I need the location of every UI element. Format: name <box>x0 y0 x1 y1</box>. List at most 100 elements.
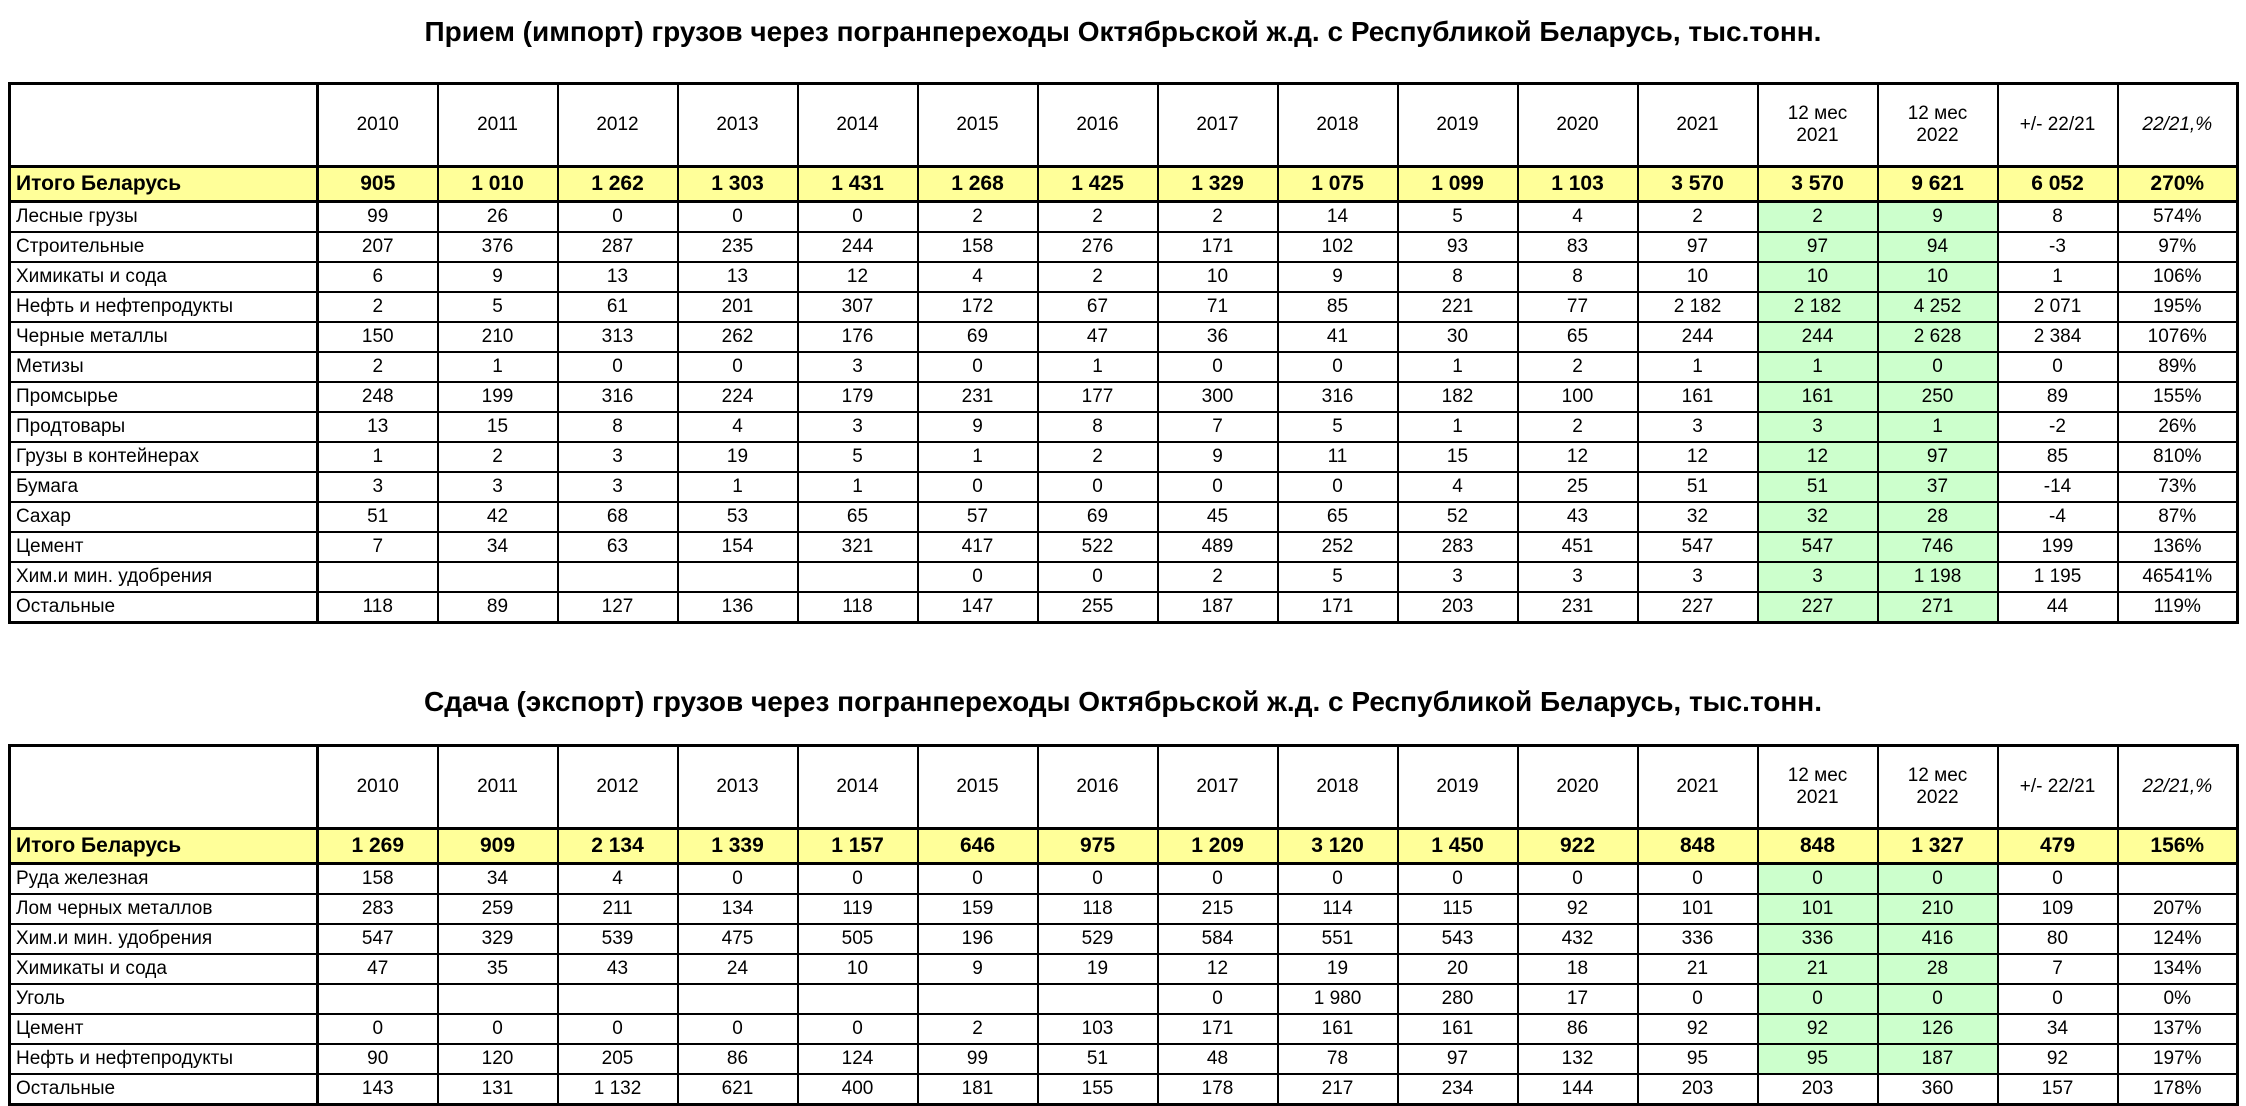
cell: 416 <box>1876 923 1999 955</box>
cell: 90 <box>316 1043 439 1075</box>
cell: 3 <box>1756 561 1879 593</box>
total-row: Итого Беларусь 1 269 909 2 134 1 339 1 157 646… <box>8 827 2239 865</box>
cell: 329 <box>436 923 559 955</box>
cell: 250 <box>1876 381 1999 413</box>
cell: 80 <box>1996 923 2119 955</box>
table-row: Метизы 2 1 0 0 3 0 1 0 0 1 2 1 1 0 0 89% <box>8 351 2239 383</box>
cell: 201 <box>676 291 799 323</box>
cell: 2 <box>916 1013 1039 1045</box>
cell: 0 <box>1276 351 1399 383</box>
cell: 210 <box>436 321 559 353</box>
cell: 69 <box>916 321 1039 353</box>
cell: 3 <box>436 471 559 503</box>
cell: 0 <box>1996 862 2119 895</box>
cell: 909 <box>436 827 559 865</box>
cell: 307 <box>796 291 919 323</box>
row-label: Грузы в контейнерах <box>8 441 319 473</box>
column-header: 2015 <box>916 744 1039 830</box>
cell: 83 <box>1516 231 1639 263</box>
column-header: 2021 <box>1636 82 1759 168</box>
cell: 5 <box>1276 561 1399 593</box>
column-header: 2011 <box>436 744 559 830</box>
cell: 922 <box>1516 827 1639 865</box>
cell <box>676 983 799 1015</box>
row-label: Хим.и мин. удобрения <box>8 561 319 593</box>
cell <box>436 983 559 1015</box>
column-header: 2014 <box>796 744 919 830</box>
row-label: Хим.и мин. удобрения <box>8 923 319 955</box>
cell: 1 269 <box>316 827 439 865</box>
cell: 10 <box>1876 261 1999 293</box>
cell: 32 <box>1756 501 1879 533</box>
cell: 118 <box>796 591 919 624</box>
cell: 21 <box>1756 953 1879 985</box>
cell: 224 <box>676 381 799 413</box>
row-label: Руда железная <box>8 862 319 895</box>
cell: 6 <box>316 261 439 293</box>
cell: 21 <box>1636 953 1759 985</box>
cell: 1 <box>1636 351 1759 383</box>
cell: 12 <box>1516 441 1639 473</box>
column-header: 2020 <box>1516 744 1639 830</box>
cell: 85 <box>1276 291 1399 323</box>
cell: 102 <box>1276 231 1399 263</box>
cell: 283 <box>316 893 439 925</box>
cell: 136% <box>2116 531 2239 563</box>
cell: 2 <box>1036 200 1159 233</box>
cell: 280 <box>1396 983 1519 1015</box>
column-header: 2016 <box>1036 82 1159 168</box>
cell: 9 <box>436 261 559 293</box>
cell: 20 <box>1396 953 1519 985</box>
cell: 0 <box>676 1013 799 1045</box>
cell: 271 <box>1876 591 1999 624</box>
import-table-title: Прием (импорт) грузов через погранперехо… <box>424 16 1822 47</box>
table-row: Строительные 207 376 287 235 244 158 276 171 102 9… <box>8 231 2239 263</box>
cell: 2 <box>916 200 1039 233</box>
cell: 42 <box>436 501 559 533</box>
cell: 0 <box>916 561 1039 593</box>
cell: 30 <box>1396 321 1519 353</box>
column-header: 2017 <box>1156 744 1279 830</box>
cell: 34 <box>1996 1013 2119 1045</box>
row-label: Цемент <box>8 531 319 563</box>
cell: 2 <box>1156 200 1279 233</box>
cell: 171 <box>1276 591 1399 624</box>
cell: 2 <box>1636 200 1759 233</box>
table-row: Продтовары 13 15 8 4 3 9 8 7 5 1 2 3 3 1 -2 26% <box>8 411 2239 443</box>
cell: 7 <box>316 531 439 563</box>
cell: 2 <box>1516 411 1639 443</box>
cell: 10 <box>796 953 919 985</box>
cell: 172 <box>916 291 1039 323</box>
cell: 4 <box>916 261 1039 293</box>
cell: 158 <box>916 231 1039 263</box>
cell: 97 <box>1876 441 1999 473</box>
row-label: Остальные <box>8 591 319 624</box>
cell <box>916 983 1039 1015</box>
cell: 12 <box>796 261 919 293</box>
cell: 2 071 <box>1996 291 2119 323</box>
cell: 137% <box>2116 1013 2239 1045</box>
cell: 101 <box>1756 893 1879 925</box>
cell: 1 <box>316 441 439 473</box>
column-header: 22/21,% <box>2116 744 2239 830</box>
cell: 1 209 <box>1156 827 1279 865</box>
cell <box>796 983 919 1015</box>
cell: 210 <box>1876 893 1999 925</box>
cell: 2 <box>1756 200 1879 233</box>
column-header: 2010 <box>316 82 439 168</box>
cell: 0 <box>1876 983 1999 1015</box>
cell: 1 431 <box>796 165 919 203</box>
column-header: +/- 22/21 <box>1996 744 2119 830</box>
cell: 746 <box>1876 531 1999 563</box>
cell <box>556 983 679 1015</box>
table-row: Нефть и нефтепродукты 90 120 205 86 124 99 51 48… <box>8 1043 2239 1075</box>
cell <box>2116 862 2239 895</box>
cell: 9 621 <box>1876 165 1999 203</box>
cell: 0 <box>796 200 919 233</box>
header-row: 2010 2011 2012 2013 2014 2015 2016 2017 2018 2019… <box>8 82 2239 168</box>
cell: 87% <box>2116 501 2239 533</box>
cell: 316 <box>1276 381 1399 413</box>
cell: 103 <box>1036 1013 1159 1045</box>
row-label: Строительные <box>8 231 319 263</box>
cell: 15 <box>436 411 559 443</box>
